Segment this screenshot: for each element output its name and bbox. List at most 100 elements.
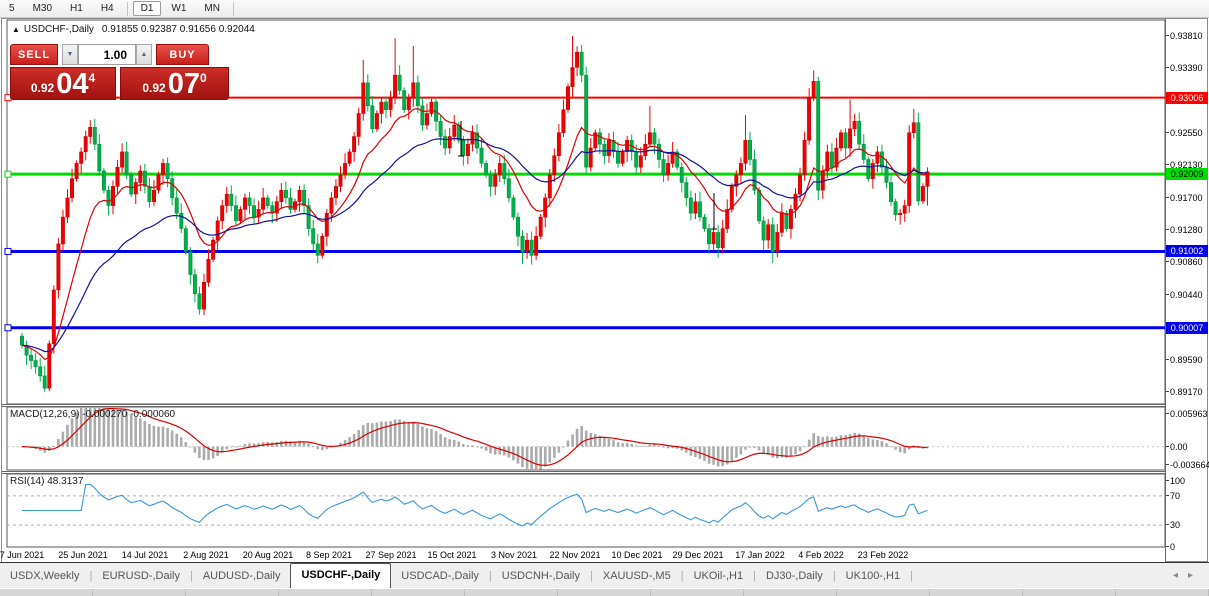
time-axis: 7 Jun 2021 25 Jun 2021 14 Jul 2021 2 Aug 20… — [0, 548, 1165, 563]
price-level-badge: 0.91002 — [1166, 245, 1208, 258]
price-level-badge: 0.92009 — [1166, 168, 1208, 181]
trade-controls-row: SELL ▼ ▲ BUY — [10, 44, 229, 65]
timeframe-button-m30[interactable]: M30 — [32, 3, 53, 14]
date-tick-label: 22 Nov 2021 — [549, 550, 601, 560]
price-tick-label: 0.90860 — [1166, 257, 1203, 268]
date-tick-label: 17 Jan 2022 — [735, 550, 785, 560]
drawn-vertical-segment[interactable] — [458, 121, 464, 157]
buy-button[interactable]: BUY — [156, 44, 209, 65]
rsi-tick-label: 30 — [1165, 520, 1181, 531]
date-tick-label: 20 Aug 2021 — [242, 550, 294, 560]
buy-price-big: 07 — [167, 68, 200, 100]
buy-price[interactable]: 0.92 07 0 — [120, 67, 229, 100]
volume-input[interactable] — [78, 44, 136, 65]
timeframe-button-d1[interactable]: D1 — [132, 1, 162, 16]
tabs-scroll-left-icon[interactable]: ◂ — [1172, 570, 1188, 581]
chart-tab-uk100[interactable]: UK100-,H1 — [845, 570, 901, 582]
tab-separator: | — [680, 570, 684, 582]
collapse-icon[interactable]: ▲ — [12, 25, 20, 34]
price-tick-label: 0.90440 — [1166, 289, 1203, 300]
timeframe-button-mn[interactable]: MN — [204, 3, 220, 14]
date-tick-label: 8 Sep 2021 — [305, 550, 353, 560]
chart-window: 7 Jun 2021 25 Jun 2021 14 Jul 2021 2 Aug 20… — [0, 18, 1209, 563]
buy-price-prefix: 0.92 — [142, 81, 166, 95]
price-level-badge: 0.90007 — [1166, 321, 1208, 334]
timeframe-button-5[interactable]: 5 — [9, 3, 15, 14]
date-tick-label: 14 Jul 2021 — [121, 550, 169, 560]
chart-title: ▲ USDCHF-,Daily 0.91855 0.92387 0.91656 0.… — [12, 24, 255, 35]
tab-separator: | — [753, 570, 756, 582]
trade-prices-row: 0.92 04 4 0.92 07 0 — [10, 67, 229, 100]
date-tick-label: 10 Dec 2021 — [611, 550, 663, 560]
sell-button[interactable]: SELL — [10, 44, 58, 65]
chart-tab-audusd[interactable]: AUDUSD-,Daily — [202, 570, 281, 582]
buy-price-pip: 0 — [199, 71, 207, 85]
toolbar-separator — [232, 1, 234, 16]
date-tick-label: 27 Sep 2021 — [365, 550, 417, 560]
tabs-scroll-right-icon[interactable]: ▸ — [1187, 570, 1203, 581]
rsi-tick-label: 0 — [1165, 542, 1176, 552]
tab-separator: | — [590, 570, 593, 582]
timeframe-toolbar: 5 M30 H1 H4 D1 W1 MN — [0, 0, 1209, 18]
price-tick-label: 0.91700 — [1166, 192, 1203, 203]
date-tick-label: 7 Jun 2021 — [0, 550, 45, 560]
rsi-tick-label: 70 — [1165, 490, 1181, 501]
rsi-name: RSI(14) — [10, 476, 45, 487]
macd-values: -0.000270 -0.000060 — [82, 409, 176, 420]
chart-tab-dj30[interactable]: DJ30-,Daily — [765, 570, 823, 582]
volume-decrease-button[interactable]: ▼ — [62, 44, 78, 65]
date-tick-label: 25 Jun 2021 — [58, 550, 108, 560]
tab-separator: | — [189, 570, 193, 582]
chart-tab-usdchf[interactable]: USDCHF-,Daily — [290, 563, 392, 588]
price-tick-label: 0.89590 — [1166, 354, 1203, 365]
macd-panel-canvas[interactable] — [2, 407, 1165, 471]
tab-separator: | — [832, 570, 836, 582]
price-axis: 0.938100.933900.929700.925500.921300.917… — [1165, 19, 1209, 561]
macd-signal-line — [21, 408, 928, 467]
macd-label: MACD(12,26,9) -0.000270 -0.000060 — [10, 409, 175, 420]
rsi-value: 48.3137 — [47, 476, 84, 487]
chart-tab-usdx[interactable]: USDX,Weekly — [10, 570, 80, 582]
one-click-trading-panel: SELL ▼ ▲ BUY 0.92 04 4 0.92 07 0 — [10, 44, 229, 100]
chart-tab-usdcnh[interactable]: USDCNH-,Daily — [501, 570, 581, 582]
horizontal-level-line[interactable] — [4, 170, 1165, 178]
horizontal-level-line[interactable] — [4, 247, 1165, 255]
timeframe-button-w1[interactable]: W1 — [171, 3, 187, 14]
price-tick-label: 0.92130 — [1166, 159, 1203, 170]
rsi-label: RSI(14) 48.3137 — [10, 476, 83, 487]
chart-tab-eurusd[interactable]: EURUSD-,Daily — [102, 570, 180, 582]
price-tick-label: 0.89170 — [1166, 386, 1203, 397]
volume-increase-button[interactable]: ▲ — [136, 44, 152, 65]
tab-separator: | — [488, 570, 492, 582]
sell-price-big: 04 — [56, 68, 89, 100]
moving-average-line — [21, 137, 928, 353]
tab-separator: | — [89, 570, 93, 582]
chart-tab-usdcad[interactable]: USDCAD-,Daily — [401, 570, 479, 582]
price-tick-label: 0.91280 — [1166, 225, 1203, 236]
price-tick-label: 0.93390 — [1166, 63, 1203, 74]
rsi-tick-label: 100 — [1165, 476, 1186, 486]
date-tick-label: 3 Nov 2021 — [490, 550, 538, 560]
sell-price-prefix: 0.92 — [30, 81, 55, 95]
macd-tick-label: 0.005963 — [1166, 409, 1208, 419]
price-tick-label: 0.93810 — [1166, 31, 1203, 41]
price-chart-canvas[interactable] — [2, 19, 1165, 405]
chart-tab-xauusd[interactable]: XAUUSD-,M5 — [602, 570, 671, 582]
date-tick-label: 23 Feb 2022 — [857, 550, 909, 560]
date-tick-label: 2 Aug 2021 — [183, 550, 229, 560]
rsi-panel-canvas[interactable] — [2, 474, 1165, 548]
drawn-vertical-segment[interactable] — [711, 193, 717, 230]
macd-name: MACD(12,26,9) — [10, 409, 80, 420]
date-tick-label: 29 Dec 2021 — [672, 550, 724, 560]
sell-price[interactable]: 0.92 04 4 — [10, 67, 116, 100]
toolbar-separator — [126, 1, 128, 16]
candles — [20, 36, 930, 392]
timeframe-button-h1[interactable]: H1 — [70, 3, 83, 14]
timeframe-button-h4[interactable]: H4 — [100, 3, 114, 14]
horizontal-level-line[interactable] — [4, 324, 1165, 332]
moving-average-line — [21, 108, 928, 361]
status-bar — [0, 588, 1209, 596]
macd-tick-label: -0.003664 — [1166, 460, 1209, 470]
chart-tab-ukoil[interactable]: UKOil-,H1 — [693, 570, 744, 582]
date-tick-label: 15 Oct 2021 — [427, 550, 477, 560]
